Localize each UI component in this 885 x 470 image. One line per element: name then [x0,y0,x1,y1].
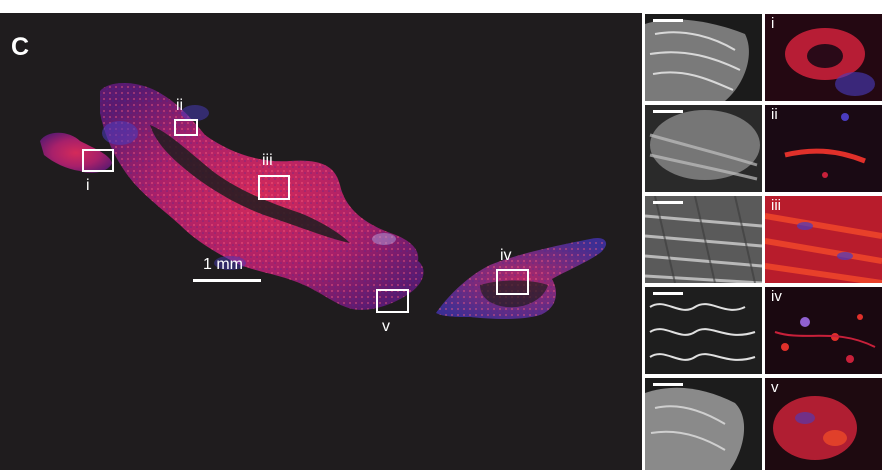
roi-box-iv [496,269,529,295]
fluorescence-texture [765,378,882,470]
scale-bar-label: 1 mm [203,256,243,273]
inset-fluorescence-i: i [765,14,882,101]
inset-scale-bar [653,19,683,22]
inset-scale-bar [653,110,683,113]
inset-column: i ii [645,13,885,470]
inset-grayscale-ii [645,105,762,192]
inset-row-iii: iii [645,196,882,283]
grayscale-texture [645,105,762,192]
main-micrograph: C i ii iii iv v 1 mm [0,13,642,470]
inset-row-v: v [645,378,882,470]
inset-scale-bar [653,383,683,386]
roi-box-iii [258,175,290,200]
inset-label-iii: iii [771,197,781,214]
fluorescence-texture [765,196,882,283]
inset-grayscale-i [645,14,762,101]
roi-label-iv: iv [500,247,512,264]
panel-letter: C [11,33,30,61]
top-margin [0,0,885,13]
nuclei-cluster [372,233,396,245]
roi-label-v: v [382,318,390,335]
tissue-fragment-right-texture [436,237,607,319]
fluorescence-texture [765,105,882,192]
nuclei-cluster [102,121,138,145]
inset-scale-bar [653,201,683,204]
roi-label-iii: iii [262,152,273,169]
roi-box-ii [174,119,198,136]
inset-label-ii: ii [771,106,778,123]
inset-label-i: i [771,15,775,32]
inset-row-ii: ii [645,105,882,192]
inset-fluorescence-ii: ii [765,105,882,192]
roi-box-i [82,149,114,172]
fluorescence-texture [765,14,882,101]
inset-label-iv: iv [771,288,782,305]
inset-fluorescence-iii: iii [765,196,882,283]
inset-row-iv: iv [645,287,882,374]
grayscale-texture [645,196,762,283]
grayscale-texture [645,287,762,374]
tissue-main-texture [100,82,424,310]
inset-scale-bar [653,292,683,295]
roi-box-v [376,289,409,313]
tissue-fragment-left [40,132,112,173]
inset-fluorescence-v: v [765,378,882,470]
inset-label-v: v [771,379,779,396]
inset-fluorescence-iv: iv [765,287,882,374]
inset-row-i: i [645,14,882,101]
scale-bar [193,279,261,282]
tissue-section-image [40,82,607,319]
fluorescence-texture [765,287,882,374]
inset-grayscale-iv [645,287,762,374]
nuclei-cluster [214,256,246,270]
tissue-lumen [150,125,350,243]
grayscale-texture [645,378,762,470]
inset-grayscale-iii [645,196,762,283]
roi-label-i: i [86,177,90,194]
nuclei-cluster [181,105,209,121]
inset-grayscale-v [645,378,762,470]
roi-label-ii: ii [176,97,184,114]
grayscale-texture [645,14,762,101]
